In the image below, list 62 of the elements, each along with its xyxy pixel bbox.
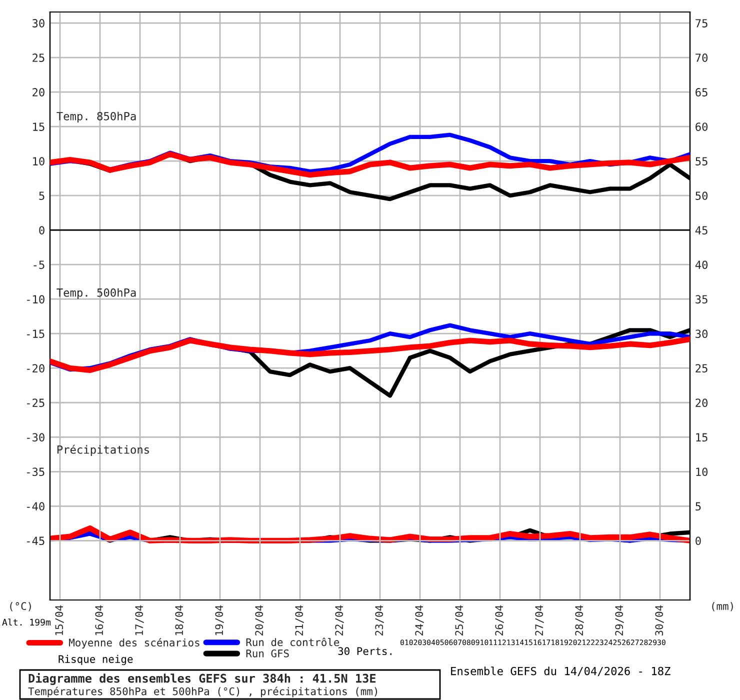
text: Températures 850hPa et 500hPa (°C) , précipitations (mm) <box>28 686 378 698</box>
y2-tick-label: 5 <box>696 502 701 511</box>
y2-tick-label: 15 <box>696 433 708 442</box>
x-tick-label: 30/04 <box>655 605 664 636</box>
y-tick-label: -45 <box>27 536 44 546</box>
annotation: Temp. 850hPa <box>56 112 136 123</box>
y-tick-label: 5 <box>39 192 44 200</box>
y2-tick-label: 40 <box>695 260 708 269</box>
annotation: Temp. 500hPa <box>56 288 136 299</box>
x-tick-label: 23/04 <box>375 605 384 636</box>
y2-tick-label: 65 <box>696 88 708 96</box>
y2-tick-label: 35 <box>696 295 708 304</box>
text: 30 Perts. <box>338 647 392 656</box>
x-tick-label: 27/04 <box>535 605 544 636</box>
x-tick-label: 20/04 <box>255 605 264 636</box>
y-tick-label: -5 <box>34 260 44 269</box>
y-tick-label: 10 <box>33 157 44 166</box>
text: Diagramme des ensembles GEFS sur 384h : 41.5N 13E <box>28 672 376 686</box>
x-tick-label: 19/04 <box>215 605 224 635</box>
y2-tick-label: 60 <box>696 122 708 131</box>
text: Risque neige <box>58 654 133 666</box>
x-tick-label: 17/04 <box>135 605 144 635</box>
y2-tick-label: 75 <box>696 19 708 28</box>
legend-label: Run GFS <box>246 649 289 658</box>
y-tick-label: -30 <box>27 433 44 442</box>
y-tick-label: -40 <box>27 502 44 511</box>
y2-axis-title: (mm) <box>712 602 733 612</box>
y-tick-label: 25 <box>32 54 44 62</box>
y-tick-label: 0 <box>39 226 44 234</box>
y2-tick-label: 25 <box>696 364 708 373</box>
x-tick-label: 15/04 <box>55 605 64 635</box>
x-tick-label: 21/04 <box>295 605 304 636</box>
y-tick-label: 15 <box>33 122 44 131</box>
y-tick-label: -15 <box>27 330 44 338</box>
y2-tick-label: 10 <box>696 468 708 476</box>
y-tick-label: 30 <box>32 19 44 28</box>
x-tick-label: 22/04 <box>335 605 344 636</box>
text: Ensemble GEFS du 14/04/2026 - 18Z <box>451 666 670 676</box>
y2-tick-label: 70 <box>696 54 708 62</box>
x-tick-label: 24/04 <box>415 605 424 636</box>
y-tick-label: 20 <box>32 88 44 96</box>
legend-label: Run de contrôle <box>246 638 340 646</box>
y2-tick-label: 30 <box>696 330 708 338</box>
y2-tick-label: 0 <box>696 536 701 546</box>
x-tick-label: 29/04 <box>615 605 624 636</box>
y-tick-label: -25 <box>27 398 44 408</box>
legend-label: Moyenne des scénarios <box>69 638 200 649</box>
x-tick-label: 18/04 <box>175 605 184 635</box>
x-tick-label: 28/04 <box>575 605 584 636</box>
y-axis-title: (°C) <box>10 602 31 612</box>
x-tick-label: 26/04 <box>495 605 504 636</box>
text: Alt. 199m <box>2 618 50 626</box>
y2-tick-label: 50 <box>696 192 708 200</box>
y2-tick-label: 20 <box>696 398 708 408</box>
annotation: Précipitations <box>57 444 149 456</box>
y-tick-label: -35 <box>27 468 44 476</box>
y2-tick-label: 55 <box>696 157 708 166</box>
x-tick-label: 25/04 <box>455 605 464 636</box>
y2-tick-label: 45 <box>695 226 708 234</box>
x-tick-label: 16/04 <box>95 605 104 635</box>
y-tick-label: -20 <box>27 364 44 373</box>
y-tick-label: -10 <box>27 295 44 304</box>
